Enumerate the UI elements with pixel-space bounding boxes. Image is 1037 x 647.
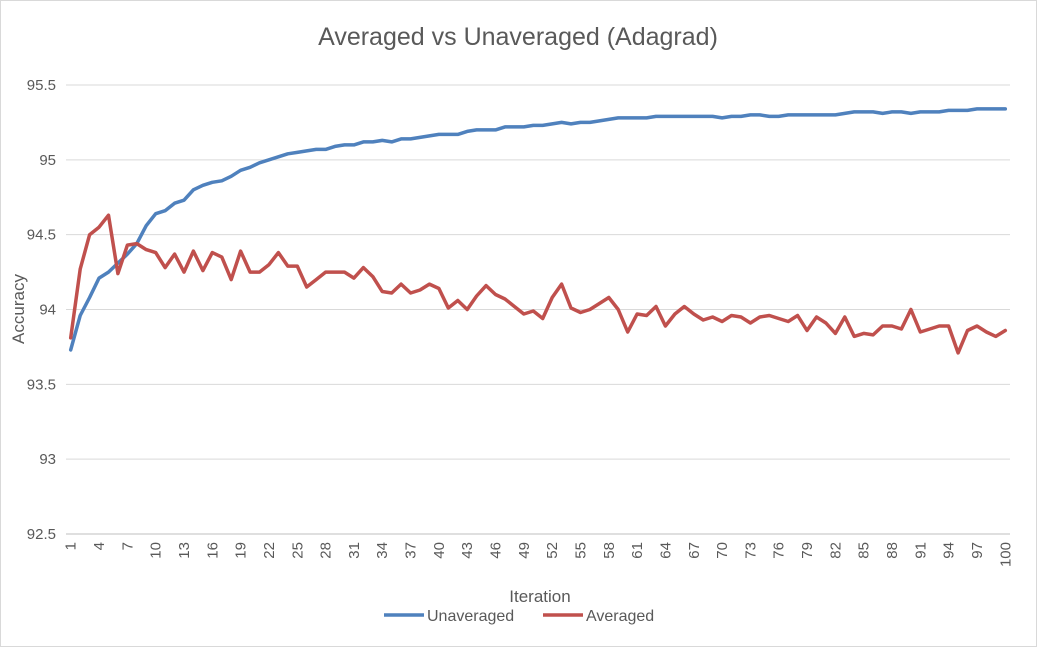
- x-tick-label: 82: [827, 542, 844, 559]
- y-axis-ticks: 92.5 93 93.5 94 94.5 95 95.5: [27, 77, 56, 543]
- y-tick-label: 95.5: [27, 77, 56, 94]
- y-tick-label: 93.5: [27, 376, 56, 393]
- x-tick-label: 22: [261, 542, 278, 559]
- x-tick-label: 85: [856, 542, 873, 559]
- x-tick-label: 88: [884, 542, 901, 559]
- x-tick-label: 58: [601, 542, 618, 559]
- series-lines: [68, 107, 1008, 355]
- x-tick-label: 79: [799, 542, 816, 559]
- x-tick-label: 64: [657, 542, 674, 559]
- x-axis-title: Iteration: [509, 587, 570, 606]
- x-tick-label: 40: [431, 542, 448, 559]
- x-tick-label: 13: [176, 542, 193, 559]
- x-tick-label: 52: [544, 542, 561, 559]
- x-tick-label: 91: [912, 542, 929, 559]
- series-line-unaveraged: [68, 107, 1008, 352]
- x-tick-label: 61: [629, 542, 646, 559]
- x-tick-label: 70: [714, 542, 731, 559]
- legend-label: Averaged: [586, 608, 654, 625]
- x-tick-label: 49: [516, 542, 533, 559]
- x-tick-label: 67: [686, 542, 703, 559]
- x-tick-label: 43: [459, 542, 476, 559]
- x-tick-label: 97: [969, 542, 986, 559]
- y-axis-title: Accuracy: [9, 274, 28, 344]
- y-tick-label: 93: [39, 451, 56, 468]
- x-tick-label: 76: [771, 542, 788, 559]
- x-tick-label: 37: [403, 542, 420, 559]
- x-tick-label: 25: [289, 542, 306, 559]
- legend: Unaveraged Averaged: [384, 608, 654, 625]
- x-tick-label: 1: [63, 542, 80, 550]
- gridlines: [66, 84, 1010, 460]
- x-tick-label: 94: [941, 542, 958, 559]
- x-tick-label: 16: [204, 542, 221, 559]
- x-tick-label: 46: [488, 542, 505, 559]
- y-tick-label: 95: [39, 152, 56, 169]
- x-tick-label: 34: [374, 542, 391, 559]
- x-tick-label: 55: [572, 542, 589, 559]
- y-tick-label: 92.5: [27, 526, 56, 543]
- y-tick-label: 94: [39, 302, 56, 319]
- x-tick-label: 31: [346, 542, 363, 559]
- legend-label: Unaveraged: [427, 608, 514, 625]
- x-tick-label: 7: [119, 542, 136, 550]
- x-tick-label: 73: [742, 542, 759, 559]
- y-tick-label: 94.5: [27, 227, 56, 244]
- x-tick-label: 100: [997, 542, 1014, 567]
- x-tick-label: 4: [91, 542, 108, 550]
- x-tick-label: 28: [318, 542, 335, 559]
- series-line-averaged: [68, 213, 1008, 355]
- x-tick-label: 10: [148, 542, 165, 559]
- x-tick-label: 19: [233, 542, 250, 559]
- chart-title: Averaged vs Unaveraged (Adagrad): [318, 23, 718, 51]
- x-axis-ticks: 1 4 7 10 13 16 19 22 25 28 31 34 37 40 43 46 49 52 55 58 61 6…: [63, 542, 1015, 567]
